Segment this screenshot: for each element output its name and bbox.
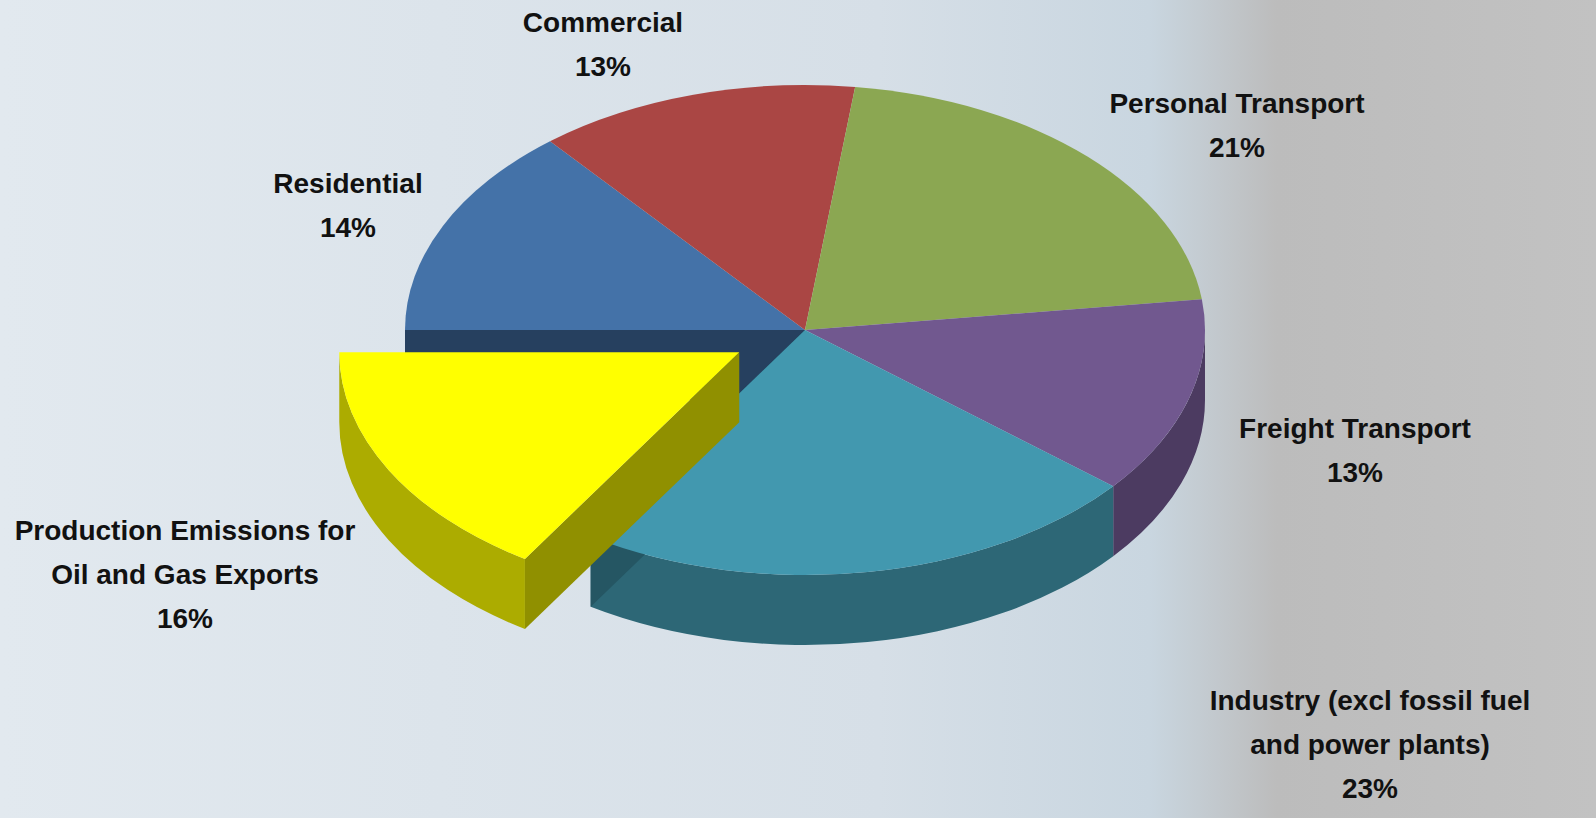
label-line: and power plants) bbox=[1250, 729, 1490, 760]
label-line: Commercial bbox=[523, 7, 683, 38]
label-line: Oil and Gas Exports bbox=[51, 559, 319, 590]
slice-label: Commercial 13% bbox=[523, 7, 683, 82]
slice-label: Residential 14% bbox=[273, 168, 422, 243]
data-label: 14% bbox=[320, 212, 376, 243]
chart: Residential 14% Commercial 13% Personal Tran… bbox=[0, 0, 1596, 818]
slice-label: Freight Transport 13% bbox=[1239, 413, 1471, 488]
slice bbox=[805, 87, 1202, 330]
category-label: Residential bbox=[273, 168, 422, 199]
category-label: Industry (excl fossil fuel and power plan… bbox=[1210, 685, 1531, 760]
data-label: 21% bbox=[1209, 132, 1265, 163]
exploded-slice bbox=[339, 352, 739, 629]
slice bbox=[550, 85, 855, 330]
data-label: 23% bbox=[1342, 773, 1398, 804]
label-line: Industry (excl fossil fuel bbox=[1210, 685, 1531, 716]
slice-label: Industry (excl fossil fuel and power plan… bbox=[1210, 685, 1531, 804]
category-label: Personal Transport bbox=[1109, 88, 1364, 119]
slice bbox=[339, 352, 739, 559]
data-label: 13% bbox=[575, 51, 631, 82]
pie bbox=[339, 85, 1205, 645]
label-line: Production Emissions for bbox=[15, 515, 356, 546]
category-label: Production Emissions for Oil and Gas Expo… bbox=[15, 515, 356, 590]
category-label: Freight Transport bbox=[1239, 413, 1471, 444]
data-label: 16% bbox=[157, 603, 213, 634]
label-line: Freight Transport bbox=[1239, 413, 1471, 444]
slice-label: Production Emissions for Oil and Gas Expo… bbox=[15, 515, 356, 634]
data-label: 13% bbox=[1327, 457, 1383, 488]
label-line: Personal Transport bbox=[1109, 88, 1364, 119]
slice-label: Personal Transport 21% bbox=[1109, 88, 1364, 163]
labels: Residential 14% Commercial 13% Personal Tran… bbox=[15, 7, 1531, 804]
label-line: Residential bbox=[273, 168, 422, 199]
background bbox=[0, 0, 1596, 818]
category-label: Commercial bbox=[523, 7, 683, 38]
